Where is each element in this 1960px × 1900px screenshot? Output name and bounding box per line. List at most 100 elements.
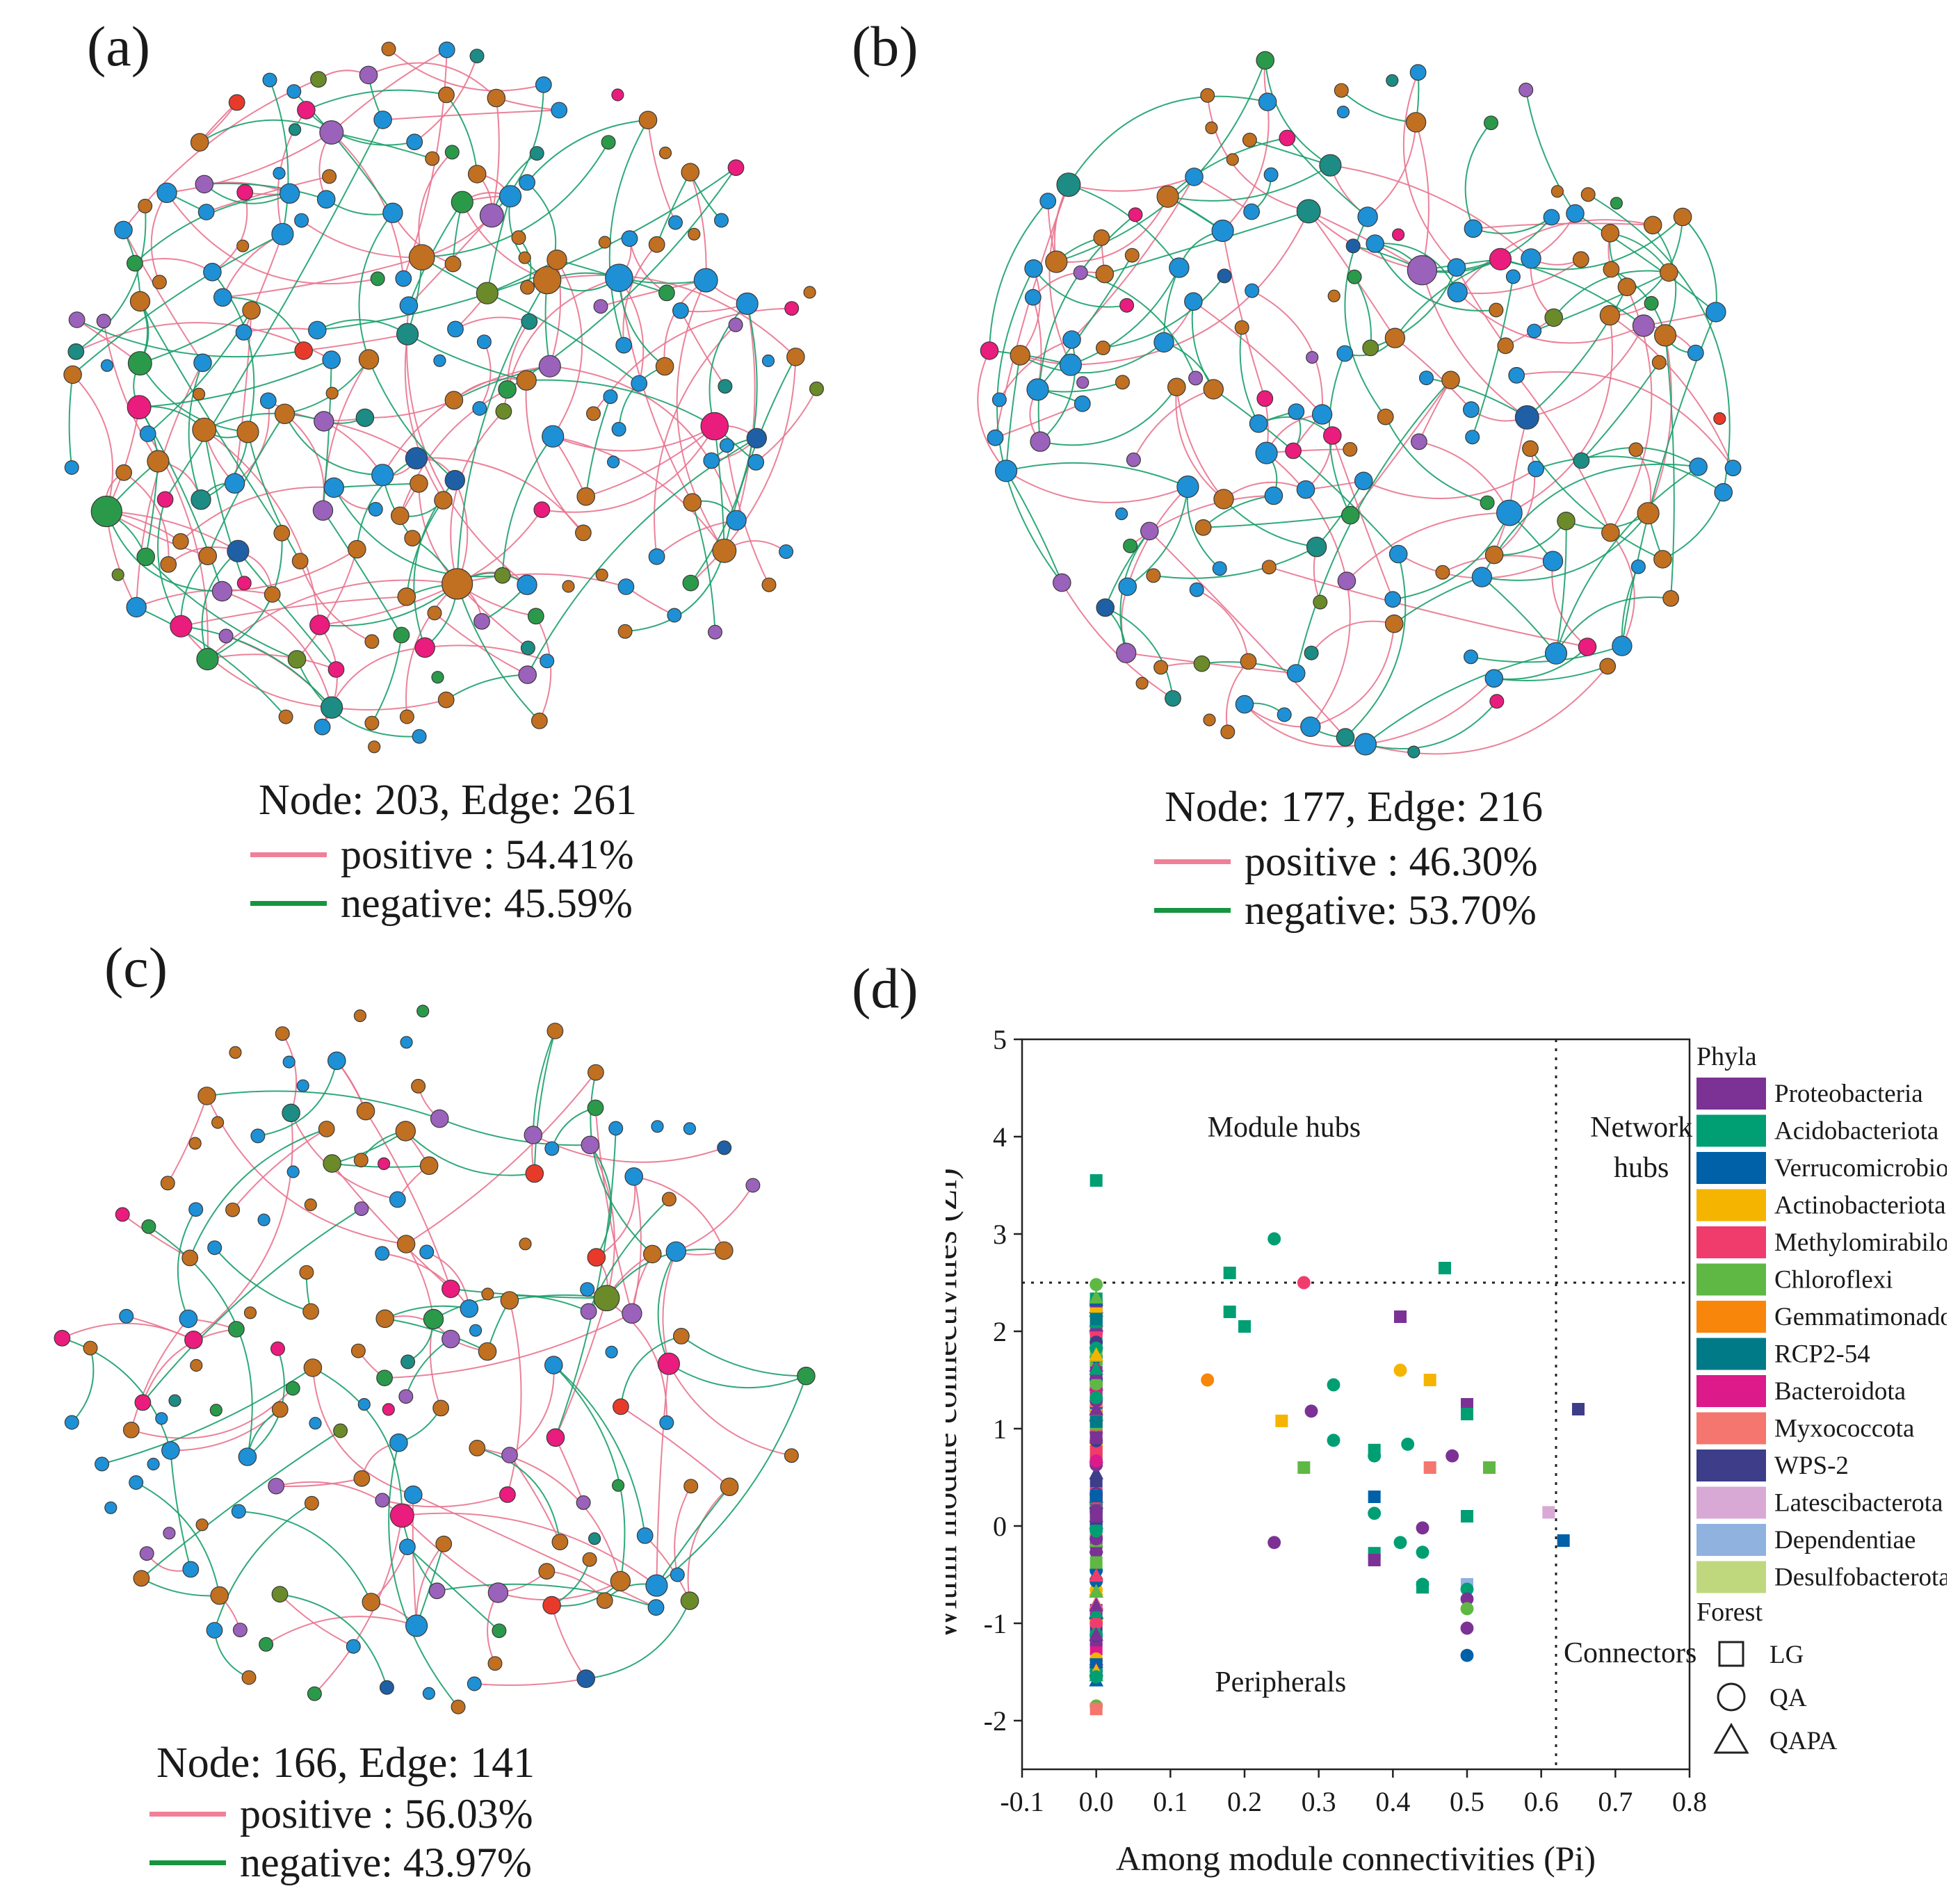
scatter-point	[1090, 1390, 1103, 1404]
network-node	[1653, 550, 1672, 569]
negative-edge	[204, 182, 327, 200]
positive-edge	[331, 1162, 451, 1290]
positive-edge	[1196, 589, 1249, 662]
negative-edge	[453, 365, 551, 401]
legend-swatch	[1696, 1301, 1766, 1333]
network-node	[195, 1518, 209, 1532]
network-node	[382, 202, 403, 223]
negative-edge	[316, 319, 408, 335]
positive-edge	[405, 1071, 597, 1245]
network-node	[703, 452, 720, 469]
legend-negative-label: negative: 53.70%	[1245, 887, 1537, 933]
network-node	[368, 501, 383, 517]
scatter-point	[1368, 1554, 1381, 1566]
zi-pi-scatter-chart: -0.1 0.0 0.1 0.2 0.3 0.4 0.5 0.6 0.7 0.8 -2 -1 0 1 2 3 4…	[946, 1024, 1947, 1878]
positive-edge	[180, 626, 332, 708]
network-node	[538, 1563, 556, 1580]
legend-phylum-label: WPS-2	[1774, 1452, 1849, 1480]
network-node	[665, 1241, 687, 1262]
network-node	[225, 1202, 241, 1217]
legend-positive-label: positive : 46.30%	[1245, 838, 1538, 884]
network-node	[1637, 502, 1660, 525]
negative-edge	[553, 1364, 626, 1582]
network-node	[1496, 499, 1523, 526]
network-node	[1026, 378, 1049, 401]
negative-edge	[71, 1347, 95, 1423]
network-node	[521, 313, 538, 330]
network-node	[211, 1116, 225, 1129]
network-node	[1411, 433, 1427, 450]
network-node	[274, 403, 295, 425]
network-node	[596, 1592, 613, 1609]
scatter-point	[1297, 1276, 1311, 1290]
negative-edge	[989, 200, 1048, 351]
network-node	[412, 729, 427, 744]
network-node	[83, 1340, 98, 1356]
positive-edge	[755, 388, 818, 463]
negative-edge	[532, 1030, 556, 1135]
scatter-point	[1423, 1461, 1436, 1474]
network-node	[403, 1485, 423, 1504]
scatter-point	[1090, 1556, 1103, 1569]
network-node	[601, 135, 616, 150]
positive-edge	[406, 305, 528, 585]
negative-edge	[269, 79, 289, 234]
scatter-point	[1223, 1306, 1236, 1318]
network-node	[1024, 259, 1043, 278]
negative-edge	[1163, 267, 1180, 343]
network-node	[1599, 305, 1621, 326]
network-node	[1153, 660, 1169, 675]
network-node	[473, 612, 490, 630]
network-node	[651, 1120, 664, 1133]
network-node	[693, 268, 718, 293]
network-node	[1156, 185, 1179, 208]
scatter-point	[1090, 1454, 1103, 1468]
network-node	[1447, 282, 1468, 302]
positive-edge	[509, 1365, 555, 1456]
legend-negative-label: negative: 43.97%	[240, 1840, 532, 1885]
network-node	[228, 1321, 245, 1338]
network-node	[683, 493, 702, 512]
scatter-point	[1090, 1522, 1103, 1536]
network-node	[595, 568, 608, 582]
positive-edge	[525, 380, 584, 534]
negative-edge	[657, 1251, 677, 1365]
negative-edge	[204, 184, 291, 204]
network-stats-b: Node: 177, Edge: 216	[1165, 783, 1544, 831]
network-node	[1235, 695, 1254, 714]
positive-edge	[1527, 325, 1644, 419]
negative-edge	[371, 635, 403, 724]
negative-edge	[477, 1447, 561, 1543]
network-node	[416, 1005, 430, 1018]
network-node	[193, 353, 212, 373]
positive-edge	[368, 62, 497, 99]
network-node	[1651, 355, 1667, 370]
legend-swatch	[1696, 1226, 1766, 1258]
positive-edge	[491, 97, 500, 216]
negative-edge	[1167, 164, 1331, 202]
network-node	[1039, 193, 1057, 210]
legend-positive-label: positive : 54.41%	[341, 831, 634, 877]
positive-edge	[290, 1112, 398, 1201]
network-node	[1653, 324, 1677, 347]
network-node	[68, 311, 86, 328]
positive-edge	[275, 1481, 403, 1516]
negative-edge	[1103, 275, 1225, 349]
negative-edge	[1665, 335, 1675, 599]
nodes	[54, 1005, 816, 1714]
negative-edge	[1032, 268, 1127, 308]
network-node	[304, 1198, 317, 1212]
network-node	[540, 653, 555, 669]
network-node	[181, 1249, 199, 1267]
positive-edge	[1175, 387, 1224, 500]
network-node	[544, 1356, 563, 1374]
negative-edge	[1464, 122, 1492, 229]
network-node	[519, 1237, 532, 1251]
network-node	[227, 539, 250, 562]
network-node	[519, 279, 535, 295]
network-node	[688, 227, 701, 241]
network-node	[469, 1440, 486, 1456]
network-node	[746, 428, 768, 449]
network-node	[1463, 401, 1480, 419]
network-node	[1345, 238, 1361, 254]
